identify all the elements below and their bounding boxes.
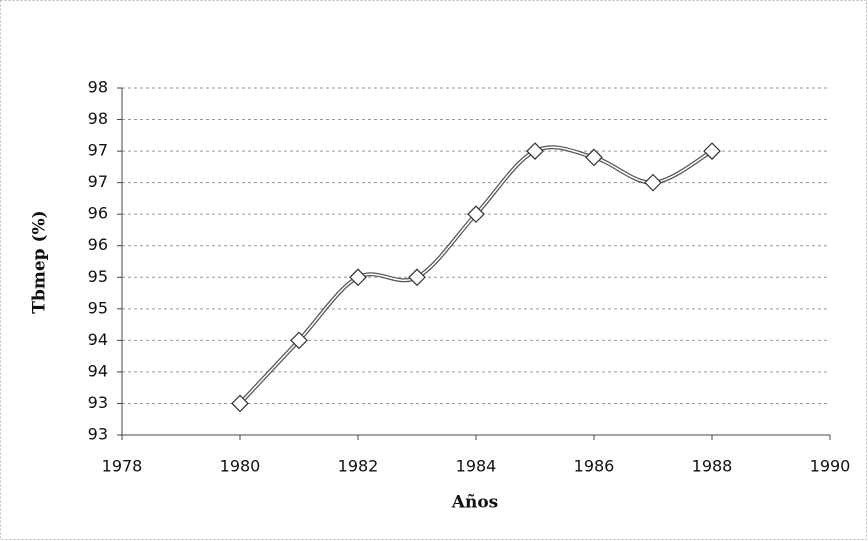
y-tick-label: 94 [88, 330, 108, 349]
x-axis-title: Años [451, 493, 498, 513]
x-tick-label: 1980 [220, 457, 261, 476]
x-tick-label: 1978 [102, 457, 143, 476]
marker [703, 142, 721, 160]
x-tick-label: 1990 [810, 457, 851, 476]
y-tick-label: 95 [88, 267, 108, 286]
y-tick-label: 93 [88, 393, 108, 412]
y-tick-label: 96 [88, 204, 108, 223]
marker [408, 268, 426, 287]
y-tick-label: 96 [88, 235, 108, 254]
marker [290, 331, 308, 350]
x-tick-label: 1982 [338, 457, 379, 476]
y-tick-label: 98 [88, 109, 108, 128]
y-tick-label: 97 [88, 172, 108, 191]
marker [467, 205, 485, 224]
marker [349, 268, 367, 287]
marker [231, 394, 249, 413]
marker [585, 148, 603, 167]
marker [644, 173, 662, 192]
marker [526, 142, 544, 160]
y-tick-label: 94 [88, 361, 108, 380]
y-tick-label: 93 [88, 425, 108, 444]
y-axis-title: Tbmep (%) [30, 210, 50, 313]
y-tick-label: 97 [88, 141, 108, 160]
x-tick-label: 1984 [456, 457, 497, 476]
y-tick-label: 95 [88, 298, 108, 317]
x-tick-label: 1986 [574, 457, 615, 476]
x-tick-label: 1988 [692, 457, 733, 476]
y-tick-label: 98 [88, 78, 108, 97]
